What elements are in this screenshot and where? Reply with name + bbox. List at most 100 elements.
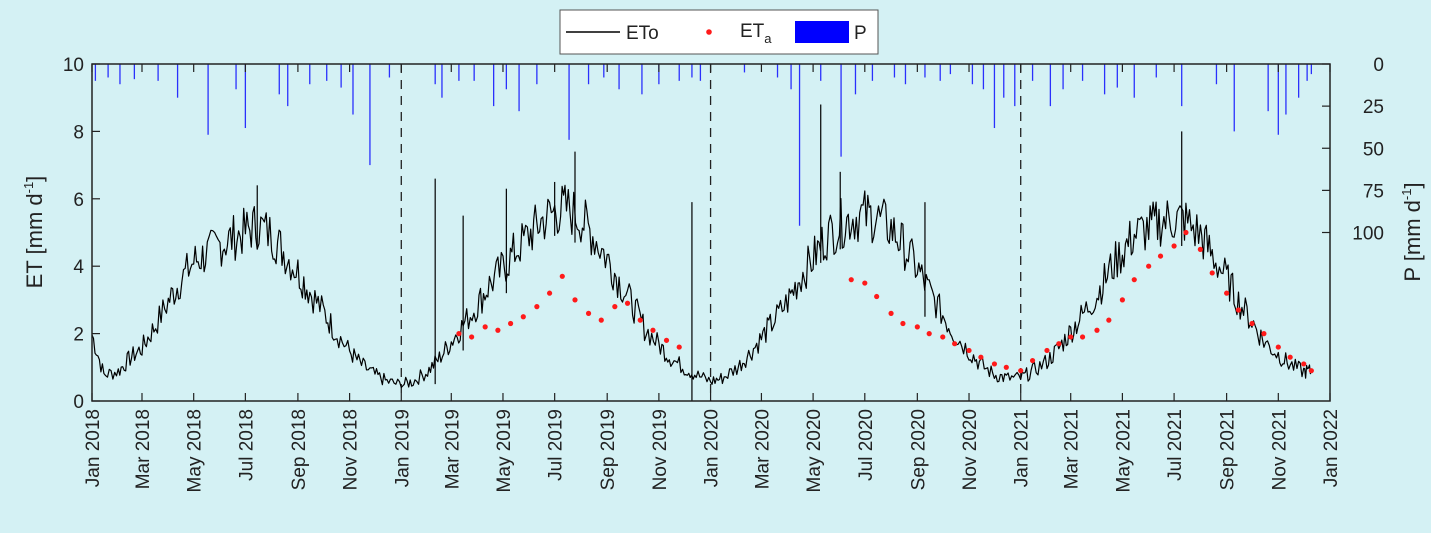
x-tick-label: Mar 2021 bbox=[1062, 409, 1083, 489]
eta-point bbox=[940, 334, 946, 340]
eta-point bbox=[507, 320, 514, 327]
y-left-title-main: ET [mm d bbox=[22, 193, 47, 288]
y-left-tick-label: 4 bbox=[73, 257, 84, 278]
eta-point bbox=[572, 297, 578, 303]
eta-point bbox=[900, 320, 906, 327]
y-left-tick-label: 6 bbox=[73, 190, 84, 211]
eta-point bbox=[1029, 357, 1036, 364]
y-left-tick-label: 10 bbox=[63, 55, 84, 76]
eta-point bbox=[1235, 307, 1242, 313]
precipitation-bars bbox=[94, 64, 1313, 226]
y-left-tick-label: 0 bbox=[73, 392, 84, 413]
x-tick-label: Sep 2020 bbox=[908, 409, 929, 490]
x-tick-label: Mar 2020 bbox=[752, 409, 773, 489]
y-right-title-main: P [mm d bbox=[1400, 200, 1425, 282]
x-tick-label: Nov 2018 bbox=[341, 409, 362, 490]
eta-point bbox=[1106, 317, 1112, 323]
eta-point bbox=[624, 300, 631, 306]
x-tick-label: Jan 2020 bbox=[702, 409, 723, 487]
eta-point bbox=[495, 327, 501, 333]
eta-point bbox=[612, 304, 618, 310]
x-tick-label: Jan 2018 bbox=[83, 409, 104, 487]
eta-point bbox=[559, 273, 565, 279]
x-tick-label: Jul 2021 bbox=[1165, 409, 1186, 481]
eto-line bbox=[91, 184, 1312, 389]
x-tick-label: Jul 2019 bbox=[546, 409, 567, 481]
eta-point bbox=[1157, 253, 1164, 259]
x-tick-label: Mar 2018 bbox=[133, 409, 154, 489]
x-tick-label: May 2021 bbox=[1113, 409, 1134, 492]
legend-p-label: P bbox=[854, 23, 867, 44]
x-tick-label: Nov 2020 bbox=[960, 409, 981, 490]
y-left-title: ET [mm d-1] bbox=[21, 176, 47, 289]
legend-eto-label: ETo bbox=[626, 23, 659, 44]
eta-point bbox=[650, 327, 656, 333]
eta-point bbox=[1094, 327, 1100, 333]
eta-point bbox=[663, 337, 670, 343]
eta-point bbox=[1183, 229, 1189, 236]
eta-point bbox=[1209, 270, 1215, 276]
eta-point bbox=[966, 347, 972, 354]
x-tick-label: Sep 2019 bbox=[598, 409, 619, 490]
eta-point bbox=[1261, 331, 1267, 337]
eta-point bbox=[1171, 243, 1177, 249]
eta-point bbox=[482, 324, 488, 330]
eta-point bbox=[1068, 334, 1074, 340]
y-right-title-end: ] bbox=[1400, 182, 1425, 188]
eta-point bbox=[1146, 263, 1152, 269]
eta-point bbox=[1197, 246, 1203, 252]
eta-point bbox=[546, 290, 553, 296]
legend-eta-label-sub: a bbox=[764, 31, 772, 46]
year-separators bbox=[400, 64, 1022, 401]
eta-point bbox=[914, 324, 920, 330]
eta-point bbox=[456, 331, 462, 337]
eta-point bbox=[874, 293, 880, 300]
eta-point bbox=[1018, 368, 1024, 374]
eta-point bbox=[848, 277, 854, 283]
x-tick-label: Nov 2021 bbox=[1269, 409, 1290, 490]
svg-text:ET [mm d-1]: ET [mm d-1] bbox=[21, 176, 47, 289]
x-tick-label: Jul 2018 bbox=[236, 409, 257, 481]
legend-eta-swatch bbox=[706, 29, 712, 35]
y-left-title-sup: -1 bbox=[21, 182, 36, 194]
legend: ETo ETa P bbox=[559, 9, 879, 55]
y-right-tick-label: 100 bbox=[1352, 224, 1384, 245]
eta-point bbox=[1003, 364, 1009, 370]
x-tick-label: Mar 2019 bbox=[442, 409, 463, 489]
x-tick-label: Jan 2021 bbox=[1012, 409, 1033, 487]
eta-point bbox=[676, 344, 682, 350]
y-right-tick-label: 0 bbox=[1373, 55, 1384, 76]
eta-point bbox=[1131, 277, 1137, 283]
eta-point bbox=[1119, 297, 1125, 303]
eta-point bbox=[952, 341, 958, 347]
x-tick-label: Jan 2022 bbox=[1321, 409, 1342, 487]
eta-point bbox=[978, 354, 984, 360]
x-tick-label: May 2019 bbox=[494, 409, 515, 492]
y-left-tick-label: 8 bbox=[73, 122, 84, 143]
eta-point bbox=[1308, 368, 1314, 374]
eta-point bbox=[888, 310, 894, 316]
eto-series bbox=[91, 104, 1312, 401]
eta-point bbox=[1301, 361, 1307, 367]
x-tick-label: Sep 2018 bbox=[289, 409, 310, 490]
x-tick-label: Sep 2021 bbox=[1218, 409, 1239, 490]
legend-p-swatch bbox=[795, 21, 849, 43]
y-right-tick-label: 75 bbox=[1363, 181, 1384, 202]
eta-point bbox=[991, 361, 998, 367]
eta-point bbox=[1249, 320, 1255, 327]
eta-point bbox=[1287, 354, 1293, 360]
y-right-title: P [mm d-1] bbox=[1399, 182, 1425, 281]
eta-point bbox=[520, 314, 526, 320]
eta-point bbox=[926, 331, 932, 337]
y-right-tick-label: 50 bbox=[1363, 139, 1384, 160]
eta-point bbox=[1044, 347, 1050, 354]
x-tick-label: May 2018 bbox=[185, 409, 206, 492]
eta-point bbox=[1275, 344, 1281, 350]
y-left-tick-label: 2 bbox=[73, 325, 84, 346]
eta-point bbox=[1079, 334, 1086, 340]
y-right-tick-label: 25 bbox=[1363, 97, 1384, 118]
eta-point bbox=[598, 317, 604, 323]
eta-point bbox=[469, 334, 475, 340]
eta-point bbox=[534, 304, 540, 310]
